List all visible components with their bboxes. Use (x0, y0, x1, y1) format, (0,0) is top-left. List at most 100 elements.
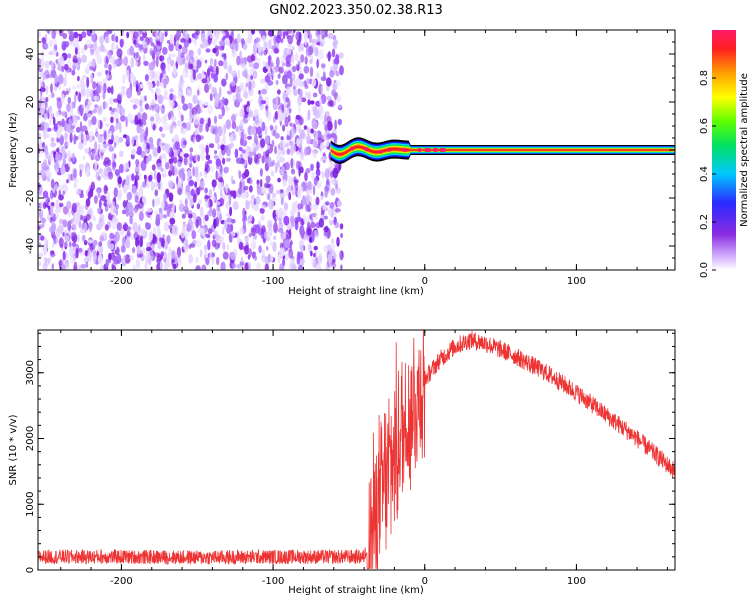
noise-blob (216, 256, 220, 266)
noise-blob (313, 177, 318, 186)
noise-blob (251, 30, 255, 35)
noise-blob (156, 254, 163, 262)
noise-blob (261, 249, 265, 256)
noise-blob (128, 210, 134, 219)
noise-blob (326, 95, 332, 101)
noise-blob (201, 264, 207, 270)
noise-blob (191, 106, 198, 116)
noise-blob (146, 246, 152, 252)
noise-blob (94, 161, 98, 167)
noise-blob (195, 256, 199, 263)
colorbar-ticks: 0.0 0.2 0.4 0.6 0.8 (699, 70, 716, 278)
noise-blob (225, 72, 229, 81)
noise-blob (51, 60, 55, 71)
noise-blob (337, 104, 343, 109)
noise-blob (74, 213, 80, 225)
noise-blob (81, 234, 86, 242)
noise-blob (142, 141, 147, 151)
noise-blob (226, 167, 230, 172)
noise-blob (242, 219, 246, 230)
noise-blob (123, 184, 128, 194)
noise-blob (225, 157, 231, 162)
noise-blob (279, 140, 283, 149)
noise-blob (248, 81, 252, 91)
noise-blob (57, 74, 64, 85)
noise-blob (85, 198, 91, 207)
noise-blob (226, 217, 233, 223)
noise-blob (313, 121, 318, 129)
noise-blob (40, 200, 43, 211)
noise-blob (163, 221, 170, 232)
noise-blob (207, 104, 214, 115)
noise-blob (296, 255, 300, 265)
noise-blob (88, 135, 93, 143)
noise-blob (208, 143, 215, 149)
noise-blob (259, 179, 263, 188)
noise-blob (313, 130, 317, 138)
noise-blob (334, 40, 338, 50)
noise-blob (103, 130, 107, 141)
noise-blob (82, 155, 86, 161)
noise-blob (40, 217, 47, 223)
noise-blob (210, 165, 214, 172)
noise-blob (48, 39, 53, 48)
noise-blob (243, 214, 247, 222)
noise-blob (168, 192, 174, 202)
noise-blob (275, 209, 281, 216)
noise-blob (134, 195, 139, 204)
noise-blob (182, 223, 188, 232)
noise-blob (329, 162, 334, 167)
noise-blob (121, 209, 126, 215)
noise-blob (143, 174, 147, 180)
noise-blob (51, 263, 54, 270)
noise-blob (296, 137, 300, 147)
noise-blob (136, 227, 141, 235)
noise-blob (174, 134, 179, 140)
noise-blob (217, 172, 224, 178)
noise-blob (96, 46, 100, 55)
noise-blob (281, 165, 285, 176)
noise-blob (160, 251, 165, 257)
noise-blob (142, 247, 146, 255)
noise-blob (196, 59, 202, 69)
noise-blob (269, 240, 273, 246)
noise-blob (328, 99, 334, 106)
noise-blob (136, 245, 141, 255)
noise-blob (274, 145, 277, 155)
noise-blob (337, 162, 341, 170)
noise-blob (273, 48, 280, 54)
noise-blob (285, 97, 290, 103)
colorbar-tick-label: 0.0 (699, 262, 710, 278)
noise-blob (59, 243, 64, 248)
noise-blob (139, 235, 144, 241)
noise-blob (301, 195, 307, 206)
noise-blob (235, 125, 240, 132)
noise-blob (300, 42, 305, 52)
noise-blob (134, 135, 139, 141)
noise-blob (212, 195, 216, 202)
noise-blob (305, 116, 308, 122)
noise-blob (154, 189, 159, 197)
noise-blob (106, 191, 111, 200)
noise-blob (52, 240, 55, 249)
carrier-hotspot (349, 146, 355, 151)
noise-blob (92, 239, 98, 246)
noise-blob (197, 99, 204, 106)
noise-blob (276, 160, 281, 169)
noise-blob (286, 70, 292, 79)
noise-blob (126, 31, 130, 39)
noise-blob (293, 30, 296, 33)
noise-blob (104, 36, 110, 44)
noise-blob (250, 75, 254, 80)
noise-blob (93, 195, 98, 205)
noise-blob (328, 217, 331, 226)
noise-blob (267, 49, 274, 56)
noise-blob (254, 115, 260, 125)
x-tick-label: 100 (567, 276, 586, 287)
noise-blob (131, 173, 135, 182)
noise-blob (255, 195, 261, 205)
figure-title: GN02.2023.350.02.38.R13 (269, 3, 443, 18)
noise-blob (327, 51, 331, 62)
noise-blob (275, 79, 279, 86)
